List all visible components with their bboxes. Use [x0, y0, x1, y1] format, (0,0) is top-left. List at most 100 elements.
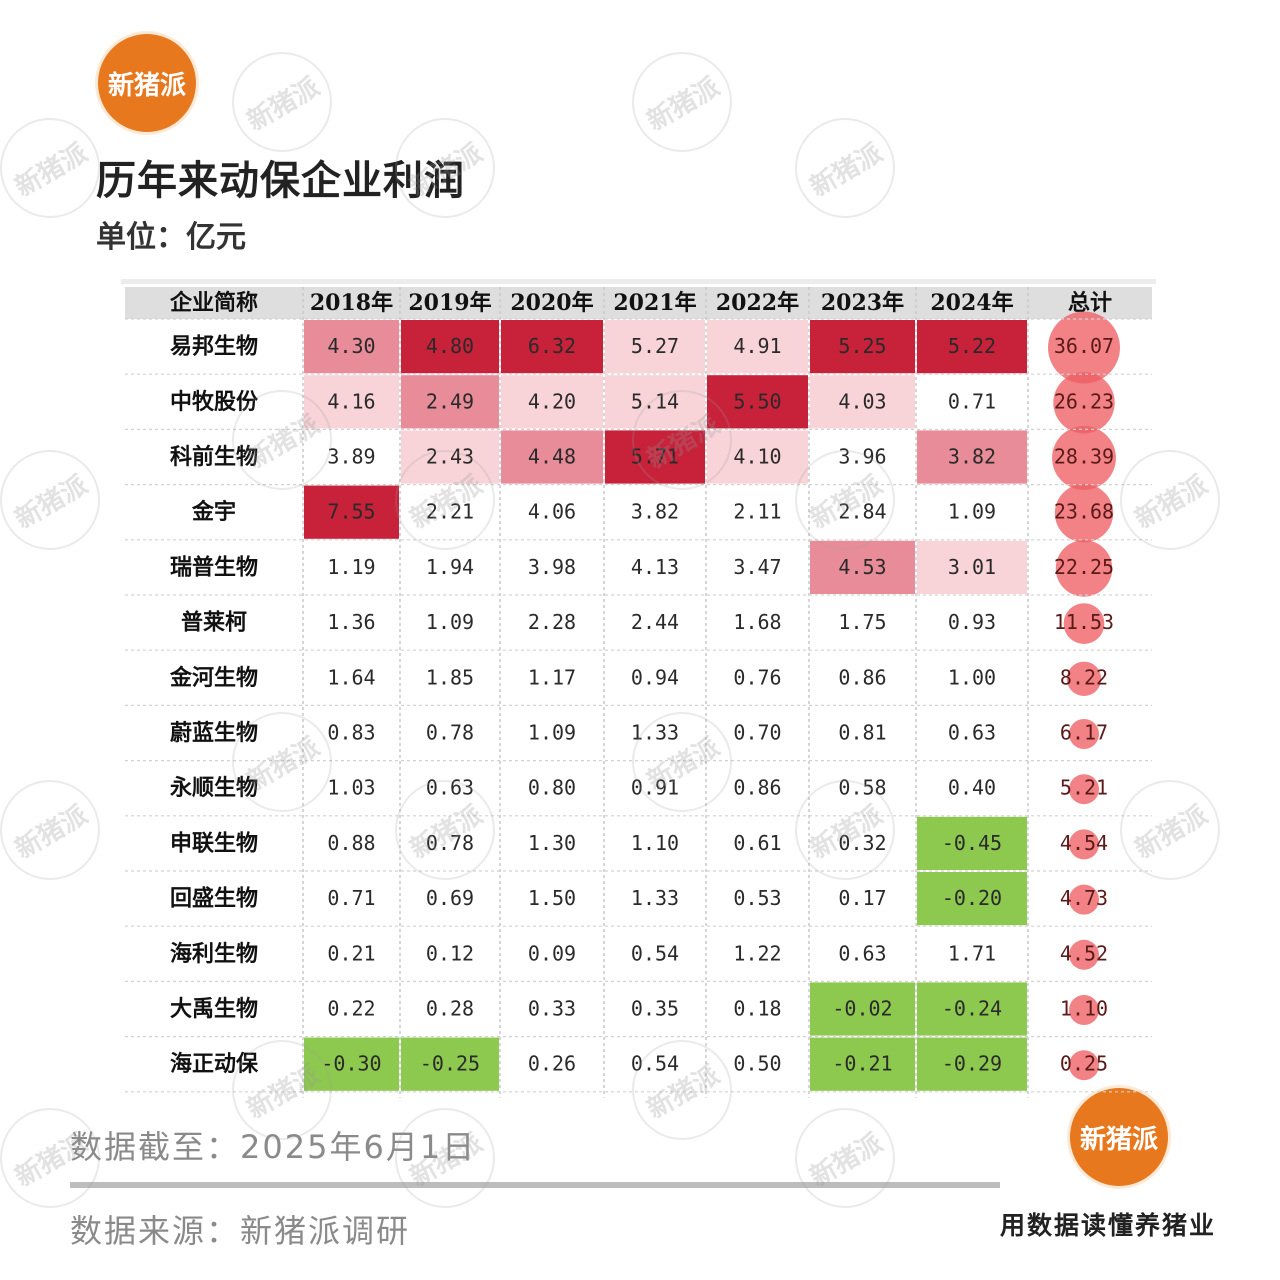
total-bubble: [1052, 426, 1116, 490]
table-cell: 0.76: [733, 665, 781, 689]
source-value: 新猪派调研: [240, 1212, 411, 1250]
table-cell: 0.63: [838, 941, 886, 965]
table-cell: 0.86: [838, 665, 886, 689]
table-cell: 0.33: [528, 997, 576, 1021]
cell-shade: [605, 320, 705, 374]
date-value: 2025年6月1日: [240, 1128, 477, 1166]
table-cell: 5.50: [733, 389, 781, 413]
column-header: 2022年: [716, 290, 799, 316]
table-cell: 1.03: [327, 776, 375, 800]
table-cell: -0.30: [321, 1052, 381, 1076]
table-cell: 1.33: [631, 721, 679, 745]
table-cell: 0.28: [426, 997, 474, 1021]
table-cell: 1.36: [327, 610, 375, 634]
table-cell: 3.82: [631, 500, 679, 524]
table-cell: 4.53: [838, 555, 886, 579]
total-value: 4.73: [1060, 886, 1108, 910]
table-cell: 0.54: [631, 1052, 679, 1076]
row-label: 金河生物: [169, 665, 258, 691]
table-cell: 4.13: [631, 555, 679, 579]
total-bubble: [1069, 719, 1099, 749]
cell-shade: [501, 430, 603, 484]
source-label: 数据来源：: [70, 1212, 241, 1250]
table-cell: 1.75: [838, 610, 886, 634]
table-cell: 2.84: [838, 500, 886, 524]
total-value: 28.39: [1054, 445, 1114, 469]
table-cell: 0.63: [426, 776, 474, 800]
brand-logo: 新猪派: [98, 34, 196, 132]
table-cell: 1.50: [528, 886, 576, 910]
unit-label: 单位：亿元: [96, 220, 246, 255]
table-cell: 5.25: [838, 334, 886, 358]
total-value: 5.21: [1060, 776, 1108, 800]
table-cell: 5.14: [631, 389, 679, 413]
table-cell: 0.63: [948, 721, 996, 745]
row-label: 易邦生物: [170, 334, 258, 360]
table-top-shadow: [121, 279, 1156, 284]
table-cell: 1.71: [948, 941, 996, 965]
total-bubble: [1069, 939, 1099, 970]
cell-shade: [917, 982, 1027, 1036]
brand-slogan: 用数据读懂养猪业: [1000, 1211, 1217, 1240]
table-cell: 1.94: [426, 555, 474, 579]
table-cell: 3.96: [838, 445, 886, 469]
table-cell: 1.09: [528, 721, 576, 745]
page-title: 历年来动保企业利润: [96, 158, 465, 204]
brand-logo-bottom-text: 新猪派: [1079, 1124, 1158, 1155]
table-cell: 4.20: [528, 389, 576, 413]
table-cell: 4.03: [838, 389, 886, 413]
row-label: 瑞普生物: [170, 554, 258, 580]
table-cell: 2.28: [528, 610, 576, 634]
cell-shade: [917, 430, 1027, 484]
cell-shade: [401, 375, 499, 429]
table-cell: 3.01: [948, 555, 996, 579]
table-cell: 0.91: [631, 776, 679, 800]
row-label: 科前生物: [170, 444, 258, 470]
table-cell: 4.10: [733, 445, 781, 469]
table-cell: 0.78: [426, 831, 474, 855]
table-cell: 0.86: [733, 776, 781, 800]
total-value: 23.68: [1054, 500, 1114, 524]
cell-shade: [401, 1037, 499, 1091]
row-label: 金宇: [191, 499, 236, 525]
cell-shade: [917, 540, 1027, 594]
column-header: 2023年: [821, 290, 904, 316]
cell-shade: [304, 1037, 399, 1091]
column-header: 企业简称: [169, 290, 258, 316]
cell-shade: [401, 320, 499, 374]
table-cell: 2.44: [631, 610, 679, 634]
column-header: 2018年: [310, 290, 393, 316]
total-value: 4.52: [1060, 941, 1108, 965]
column-header: 总计: [1068, 290, 1112, 316]
table-cell: 3.82: [948, 445, 996, 469]
table-cell: 1.10: [631, 831, 679, 855]
cell-shade: [304, 375, 399, 429]
table-cell: 7.55: [327, 500, 375, 524]
table-cell: 0.26: [528, 1052, 576, 1076]
total-value: 11.53: [1054, 610, 1114, 634]
table-cell: 0.40: [948, 776, 996, 800]
table-cell: 0.53: [733, 886, 781, 910]
table-cell: -0.02: [832, 997, 892, 1021]
table-cell: 0.58: [838, 776, 886, 800]
table-cell: 2.11: [733, 500, 781, 524]
cell-shade: [501, 320, 603, 374]
total-bubble: [1066, 661, 1102, 696]
total-value: 36.07: [1054, 334, 1114, 358]
table-cell: 4.48: [528, 445, 576, 469]
table-cell: 1.64: [327, 665, 375, 689]
row-label: 中牧股份: [170, 389, 259, 415]
total-value: 0.25: [1060, 1052, 1108, 1076]
table-header-bg: [125, 287, 1152, 319]
table-cell: 1.30: [528, 831, 576, 855]
table-cell: -0.45: [942, 831, 1002, 855]
table-cell: 0.94: [631, 665, 679, 689]
cell-shade: [810, 540, 915, 594]
table-cell: 1.85: [426, 665, 474, 689]
table-cell: 0.93: [948, 610, 996, 634]
table-cell: 6.32: [528, 334, 576, 358]
total-bubble: [1063, 603, 1105, 644]
table-cell: 5.71: [631, 445, 679, 469]
table-cell: 3.98: [528, 555, 576, 579]
total-bubble: [1069, 884, 1099, 915]
